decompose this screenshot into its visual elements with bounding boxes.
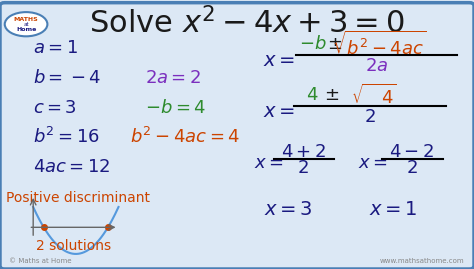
- Text: $b^2 - 4ac = 4$: $b^2 - 4ac = 4$: [130, 127, 241, 147]
- Text: $-b = 4$: $-b = 4$: [145, 99, 206, 116]
- Text: $x=1$: $x=1$: [369, 200, 418, 219]
- Circle shape: [5, 12, 47, 36]
- FancyBboxPatch shape: [0, 3, 474, 269]
- Text: $b^2 = 16$: $b^2 = 16$: [33, 127, 100, 147]
- Text: $4$: $4$: [306, 87, 318, 104]
- Text: Solve $x^2-4x+3=0$: Solve $x^2-4x+3=0$: [89, 7, 404, 39]
- Text: $4+2$: $4+2$: [281, 143, 326, 161]
- Text: $2a = 2$: $2a = 2$: [145, 69, 201, 87]
- Text: 2 solutions: 2 solutions: [36, 239, 111, 253]
- Text: $\sqrt{\quad 4}$: $\sqrt{\quad 4}$: [352, 83, 397, 108]
- Text: $x=3$: $x=3$: [264, 200, 313, 219]
- Text: $x=$: $x=$: [263, 102, 295, 121]
- Text: $x=$: $x=$: [254, 154, 283, 172]
- Text: $2$: $2$: [364, 108, 375, 126]
- Text: $-b$: $-b$: [299, 36, 327, 53]
- Text: $4ac = 12$: $4ac = 12$: [33, 158, 111, 176]
- Text: $a = 1$: $a = 1$: [33, 40, 78, 57]
- Text: Home: Home: [16, 27, 36, 32]
- Text: $x=$: $x=$: [358, 154, 388, 172]
- Text: $\pm$: $\pm$: [327, 36, 342, 53]
- Text: Positive discriminant: Positive discriminant: [6, 191, 150, 205]
- Text: $4-2$: $4-2$: [389, 143, 434, 161]
- Text: $2a$: $2a$: [365, 58, 389, 75]
- Text: at: at: [23, 22, 29, 27]
- Text: $2$: $2$: [406, 159, 417, 177]
- Text: $\pm$: $\pm$: [324, 87, 339, 104]
- Text: $2$: $2$: [298, 159, 309, 177]
- Text: $c = 3$: $c = 3$: [33, 99, 77, 116]
- Text: $\sqrt{b^2-4ac}$: $\sqrt{b^2-4ac}$: [332, 30, 427, 59]
- Text: www.mathsathome.com: www.mathsathome.com: [380, 258, 465, 264]
- Text: © Maths at Home: © Maths at Home: [9, 258, 72, 264]
- Text: $x=$: $x=$: [263, 51, 295, 70]
- Text: MATHS: MATHS: [14, 17, 38, 22]
- Text: $b = -4$: $b = -4$: [33, 69, 101, 87]
